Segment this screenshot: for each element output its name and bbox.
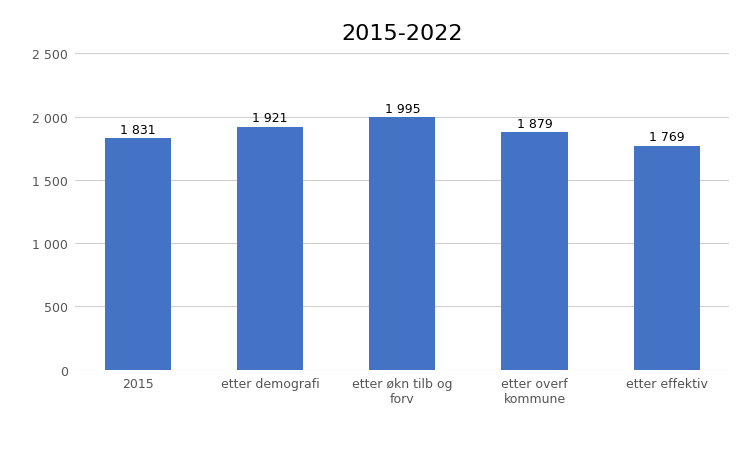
Bar	[105, 138, 171, 370]
Text: 1 831: 1 831	[120, 124, 156, 136]
Bar	[369, 118, 435, 370]
Text: 1 769: 1 769	[649, 131, 684, 144]
Text: 1 995: 1 995	[384, 103, 420, 115]
Bar	[237, 127, 303, 370]
Title: 2015-2022: 2015-2022	[341, 24, 463, 44]
Bar	[634, 147, 699, 370]
Text: 1 879: 1 879	[517, 117, 553, 130]
Bar	[502, 133, 568, 370]
Text: 1 921: 1 921	[253, 112, 288, 125]
